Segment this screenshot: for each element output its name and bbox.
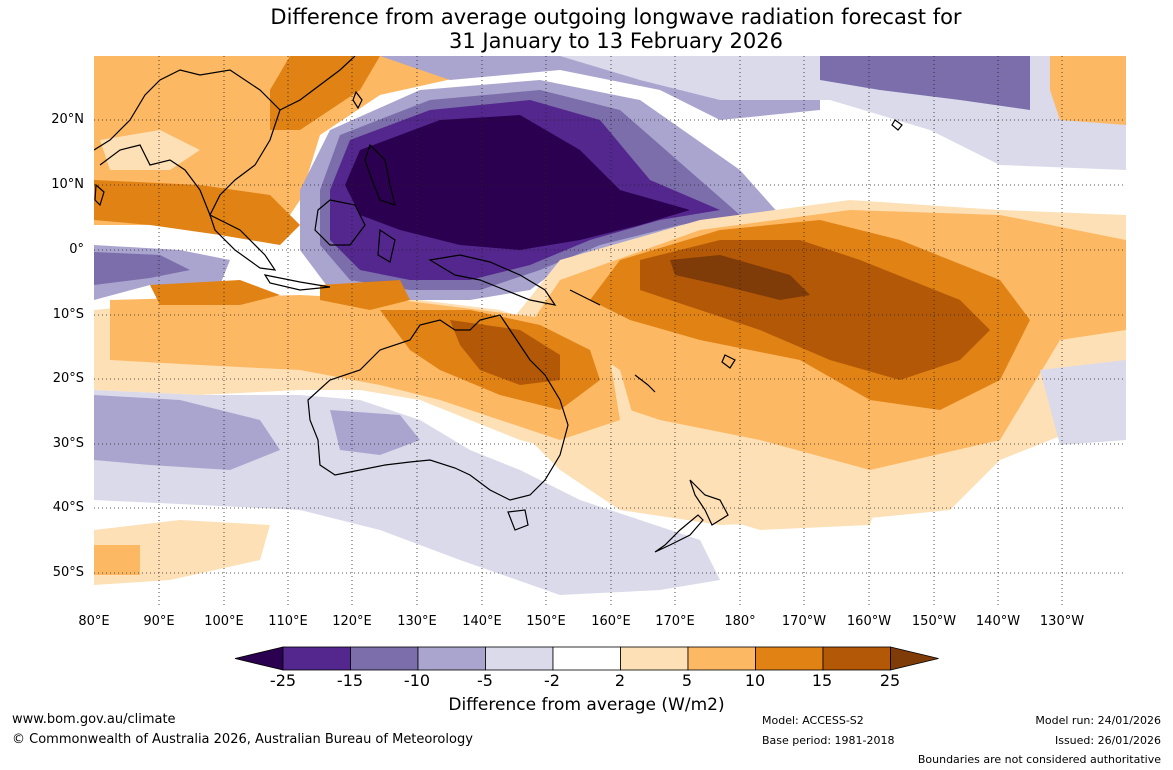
colorbar-tick: 25 [879,671,901,690]
coast-borneo [314,199,366,246]
lat-label: 10°N [51,177,84,192]
anomaly-region-nw-pale [100,130,200,170]
colorbar-tick: 15 [811,671,833,690]
colorbar-tick: -25 [269,671,297,690]
coast-australia [307,314,569,501]
colorbar-segment [485,646,554,671]
lon-label: 140°W [975,614,1021,629]
anomaly-region-indian-orange2 [320,280,410,310]
anomaly-region-aus-brown [450,320,560,385]
colorbar-tick: -15 [336,671,364,690]
anomaly-region-nw-darkorange [94,180,300,245]
coast-solomon [569,289,601,306]
lon-label: 100°E [204,614,244,629]
colorbar-segment [687,646,756,671]
anomaly-region-ne-orange [1050,56,1126,125]
lon-label: 140°E [462,614,502,629]
lat-label: 20°S [52,371,84,386]
chart-title-line1: Difference from average outgoing longwav… [270,5,962,29]
coast-philippines [364,143,396,206]
lon-label: 150°E [526,614,566,629]
coast-taiwan [352,90,363,110]
footer-url[interactable]: www.bom.gov.au/climate [12,712,176,727]
lat-label: 20°N [51,112,84,127]
colorbar-segment [822,646,891,671]
anomaly-region-nw-orange2 [270,56,380,130]
coast-hawaii [891,119,903,131]
footer-base-period: Base period: 1981-2018 [762,734,895,747]
coast-new-caledonia [634,374,656,393]
colorbar-segment [350,646,419,671]
lon-label: 120°E [332,614,372,629]
coast-nz-south [654,514,704,553]
lon-label: 170°W [781,614,827,629]
colorbar-segment [620,646,689,671]
lon-label: 130°W [1039,614,1085,629]
colorbar-extend-high [890,646,939,671]
footer-model-run: Model run: 24/01/2026 [1035,714,1161,727]
lon-label: 180° [724,614,756,629]
footer-model: Model: ACCESS-S2 [762,714,864,727]
lon-label: 110°E [268,614,308,629]
lon-label: 130°E [397,614,437,629]
anomaly-region-west-purple-dark [94,252,190,285]
coastlines [94,56,903,553]
coast-china [279,56,356,111]
coast-tasmania [507,509,529,531]
footer-copyright: © Commonwealth of Australia 2026, Austra… [12,732,473,747]
graticule [94,56,1126,606]
lat-label: 10°S [52,307,84,322]
lon-label: 160°E [591,614,631,629]
anomaly-region-south-pale-east [700,470,880,530]
anomaly-region-east-lilac [1040,360,1126,445]
lon-label: 80°E [78,614,110,629]
footer-issued: Issued: 26/01/2026 [1054,734,1161,747]
lon-label: 150°W [911,614,957,629]
lat-label: 0° [69,242,84,257]
anomaly-region-south-purple2 [330,410,420,455]
coast-fiji [721,354,736,369]
coast-sumatra [208,213,277,271]
colorbar-extend-low [234,646,284,671]
lat-label: 50°S [52,565,84,580]
anomaly-region-sw-orange [94,545,140,575]
footer-disclaimer: Boundaries are not considered authoritat… [917,753,1161,766]
lat-label: 30°S [52,436,84,451]
coast-java [263,274,331,291]
lon-label: 170°E [655,614,695,629]
colorbar-label: Difference from average (W/m2) [448,695,725,715]
colorbar-tick: 10 [744,671,766,690]
colorbar-segment [282,646,351,671]
coast-nz-north [689,479,729,526]
anomaly-region-south-purple [94,395,280,470]
colorbar-segment [417,646,486,671]
lat-label: 40°S [52,500,84,515]
colorbar-tick: -10 [403,671,431,690]
anomaly-region-purple-deepest [345,115,690,250]
anomaly-region-ne-purple [820,56,1030,110]
colorbar-tick: 2 [614,671,626,690]
colorbar-tick: -2 [544,671,560,690]
colorbar-segment [552,646,621,671]
anomaly-region-pacific-deepbrown [670,255,810,300]
coast-srilanka [94,183,105,207]
colorbar-tick: 5 [681,671,693,690]
coast-new-guinea [428,254,557,306]
colorbar-tick: -5 [477,671,493,690]
coast-sulawesi [377,228,396,263]
anomaly-region-indian-orange [150,280,280,305]
lon-label: 90°E [143,614,175,629]
lon-label: 160°W [846,614,892,629]
colorbar-segment [755,646,824,671]
chart-title-line2: 31 January to 13 February 2026 [448,29,783,53]
coast-asia [94,69,281,217]
